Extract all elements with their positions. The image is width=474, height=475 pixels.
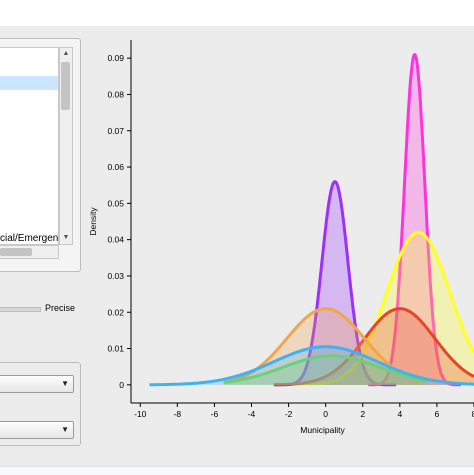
list-item[interactable]	[0, 188, 58, 202]
list-item[interactable]	[0, 76, 58, 90]
list-item[interactable]: cial/Emergenc	[0, 232, 58, 245]
y-tick-label: 0.08	[107, 89, 124, 99]
horizontal-scrollbar-thumb[interactable]	[0, 248, 32, 256]
scrollbar-thumb[interactable]	[61, 62, 70, 110]
scroll-up-icon[interactable]: ▲	[60, 48, 72, 60]
y-tick-label: 0.03	[107, 271, 124, 281]
list-item[interactable]	[0, 160, 58, 174]
y-tick-label: 0.09	[107, 53, 124, 63]
list-item[interactable]	[0, 118, 58, 132]
list-horizontal-scrollbar[interactable]	[0, 245, 59, 259]
list-item[interactable]	[0, 146, 58, 160]
y-tick-label: 0.01	[107, 344, 124, 354]
list-item[interactable]	[0, 132, 58, 146]
precision-slider[interactable]	[0, 307, 41, 312]
density-plot: 0 0.01 0.02 0.03 0.04 0.05 0.06 0.07 0.08 0.09 -10…	[90, 30, 474, 466]
category-list-panel: cial/Emergenc ▲ ▼	[0, 38, 81, 272]
x-tick-label: 4	[397, 409, 402, 419]
list-item[interactable]	[0, 62, 58, 76]
list-item[interactable]	[0, 90, 58, 104]
precision-slider-group: Precise	[0, 288, 80, 338]
category-list[interactable]: cial/Emergenc	[0, 47, 59, 245]
chevron-down-icon: ▼	[61, 425, 69, 434]
y-tick-label: 0.02	[107, 307, 124, 317]
top-bar	[0, 0, 474, 26]
x-tick-label: 2	[360, 409, 365, 419]
scroll-down-icon[interactable]: ▼	[60, 232, 72, 244]
first-dropdown[interactable]: ▼	[0, 375, 74, 393]
x-tick-label: -8	[174, 409, 182, 419]
y-tick-label: 0.04	[107, 235, 124, 245]
list-item[interactable]	[0, 174, 58, 188]
x-tick-label: 0	[323, 409, 328, 419]
density-chart-svg: 0 0.01 0.02 0.03 0.04 0.05 0.06 0.07 0.08 0.09 -10…	[90, 30, 474, 466]
precise-label: Precise	[45, 303, 75, 313]
y-axis-label: Density	[90, 207, 98, 236]
y-tick-label: 0.05	[107, 198, 124, 208]
x-tick-label: -6	[211, 409, 219, 419]
x-axis-label: Municipality	[300, 425, 345, 435]
y-tick-label: 0	[119, 380, 124, 390]
x-tick-label: -10	[134, 409, 147, 419]
x-tick-label: 6	[435, 409, 440, 419]
y-tick-label: 0.07	[107, 126, 124, 136]
y-tick-label: 0.06	[107, 162, 124, 172]
list-vertical-scrollbar[interactable]: ▲ ▼	[59, 47, 73, 245]
x-tick-label: -2	[285, 409, 293, 419]
options-group: ▼ ▼	[0, 362, 81, 446]
list-item[interactable]	[0, 104, 58, 118]
second-dropdown[interactable]: ▼	[0, 421, 74, 439]
list-item[interactable]	[0, 202, 58, 216]
chevron-down-icon: ▼	[61, 379, 69, 388]
x-tick-label: -4	[248, 409, 256, 419]
